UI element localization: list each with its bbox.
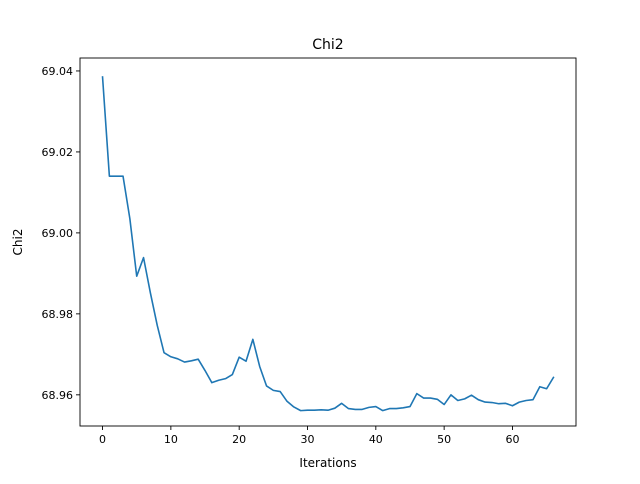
y-tick-label: 68.96 (42, 389, 74, 402)
x-tick-label: 20 (232, 433, 246, 446)
x-axis-label: Iterations (299, 456, 356, 470)
y-tick-label: 69.04 (42, 65, 74, 78)
y-tick-label: 69.00 (42, 227, 74, 240)
chart-title: Chi2 (312, 37, 343, 53)
x-tick-label: 0 (99, 433, 106, 446)
axes-frame (79, 57, 577, 427)
x-tick-label: 50 (437, 433, 451, 446)
x-tick-label: 40 (369, 433, 383, 446)
plot-area: 0 10 20 30 40 50 60 68.96 68.98 69.00 69.02 69.04 (42, 57, 577, 446)
x-tick-label: 10 (164, 433, 178, 446)
y-tick-label: 68.98 (42, 308, 74, 321)
y-tick-label: 69.02 (42, 146, 74, 159)
x-tick-label: 60 (505, 433, 519, 446)
y-axis-label: Chi2 (11, 229, 25, 256)
series-line-0 (101, 76, 555, 412)
x-tick-label: 30 (301, 433, 315, 446)
